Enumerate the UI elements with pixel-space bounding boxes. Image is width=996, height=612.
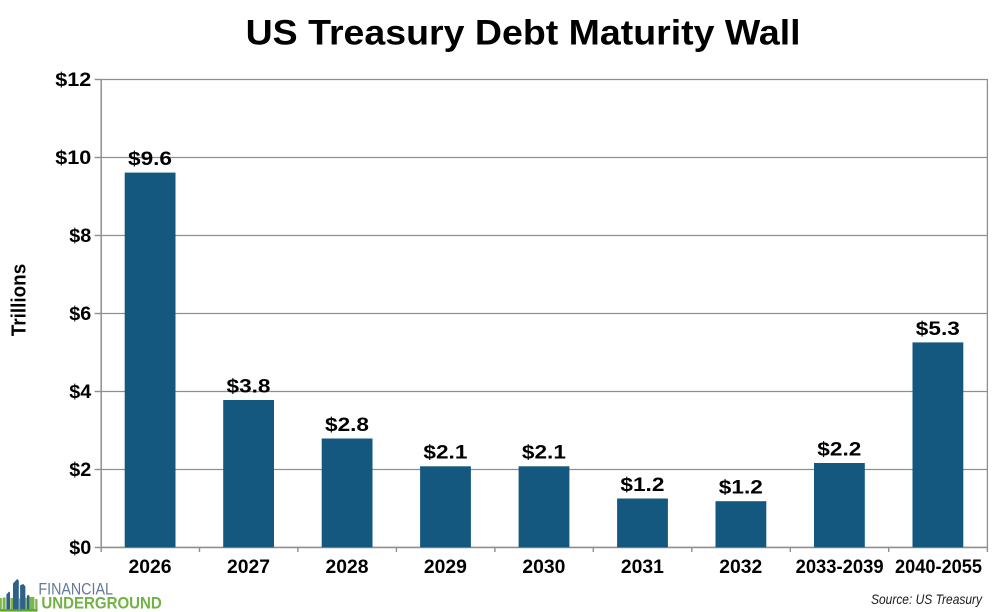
svg-text:2040-2055: 2040-2055 bbox=[895, 557, 982, 578]
svg-text:2029: 2029 bbox=[424, 557, 467, 578]
svg-text:Source: US Treasury: Source: US Treasury bbox=[871, 591, 983, 607]
svg-text:2026: 2026 bbox=[129, 557, 172, 578]
svg-text:UNDERGROUND: UNDERGROUND bbox=[41, 595, 161, 612]
svg-text:$4: $4 bbox=[69, 382, 91, 403]
svg-text:2027: 2027 bbox=[227, 557, 270, 578]
svg-text:2032: 2032 bbox=[719, 557, 762, 578]
svg-text:$2.2: $2.2 bbox=[817, 438, 861, 460]
svg-text:FINANCIAL: FINANCIAL bbox=[38, 581, 113, 599]
svg-text:$1.2: $1.2 bbox=[620, 474, 664, 496]
svg-text:$2.1: $2.1 bbox=[522, 442, 566, 464]
svg-text:2030: 2030 bbox=[522, 557, 565, 578]
svg-text:2028: 2028 bbox=[326, 557, 369, 578]
svg-text:$1.2: $1.2 bbox=[719, 477, 763, 499]
svg-text:$12: $12 bbox=[55, 70, 91, 91]
svg-text:2033-2039: 2033-2039 bbox=[796, 557, 884, 578]
svg-text:$5.3: $5.3 bbox=[916, 318, 960, 340]
svg-text:2031: 2031 bbox=[621, 557, 664, 578]
svg-text:$10: $10 bbox=[55, 148, 91, 169]
svg-text:$2.1: $2.1 bbox=[423, 442, 467, 464]
svg-text:$2.8: $2.8 bbox=[325, 414, 369, 436]
svg-text:$2: $2 bbox=[69, 460, 91, 481]
svg-text:$0: $0 bbox=[69, 538, 91, 559]
svg-text:$3.8: $3.8 bbox=[227, 375, 271, 397]
svg-text:US Treasury Debt Maturity Wall: US Treasury Debt Maturity Wall bbox=[246, 13, 801, 52]
svg-text:$8: $8 bbox=[69, 226, 91, 247]
svg-text:Trillions: Trillions bbox=[8, 264, 31, 337]
svg-text:$6: $6 bbox=[69, 304, 91, 325]
svg-text:$9.6: $9.6 bbox=[128, 148, 172, 170]
